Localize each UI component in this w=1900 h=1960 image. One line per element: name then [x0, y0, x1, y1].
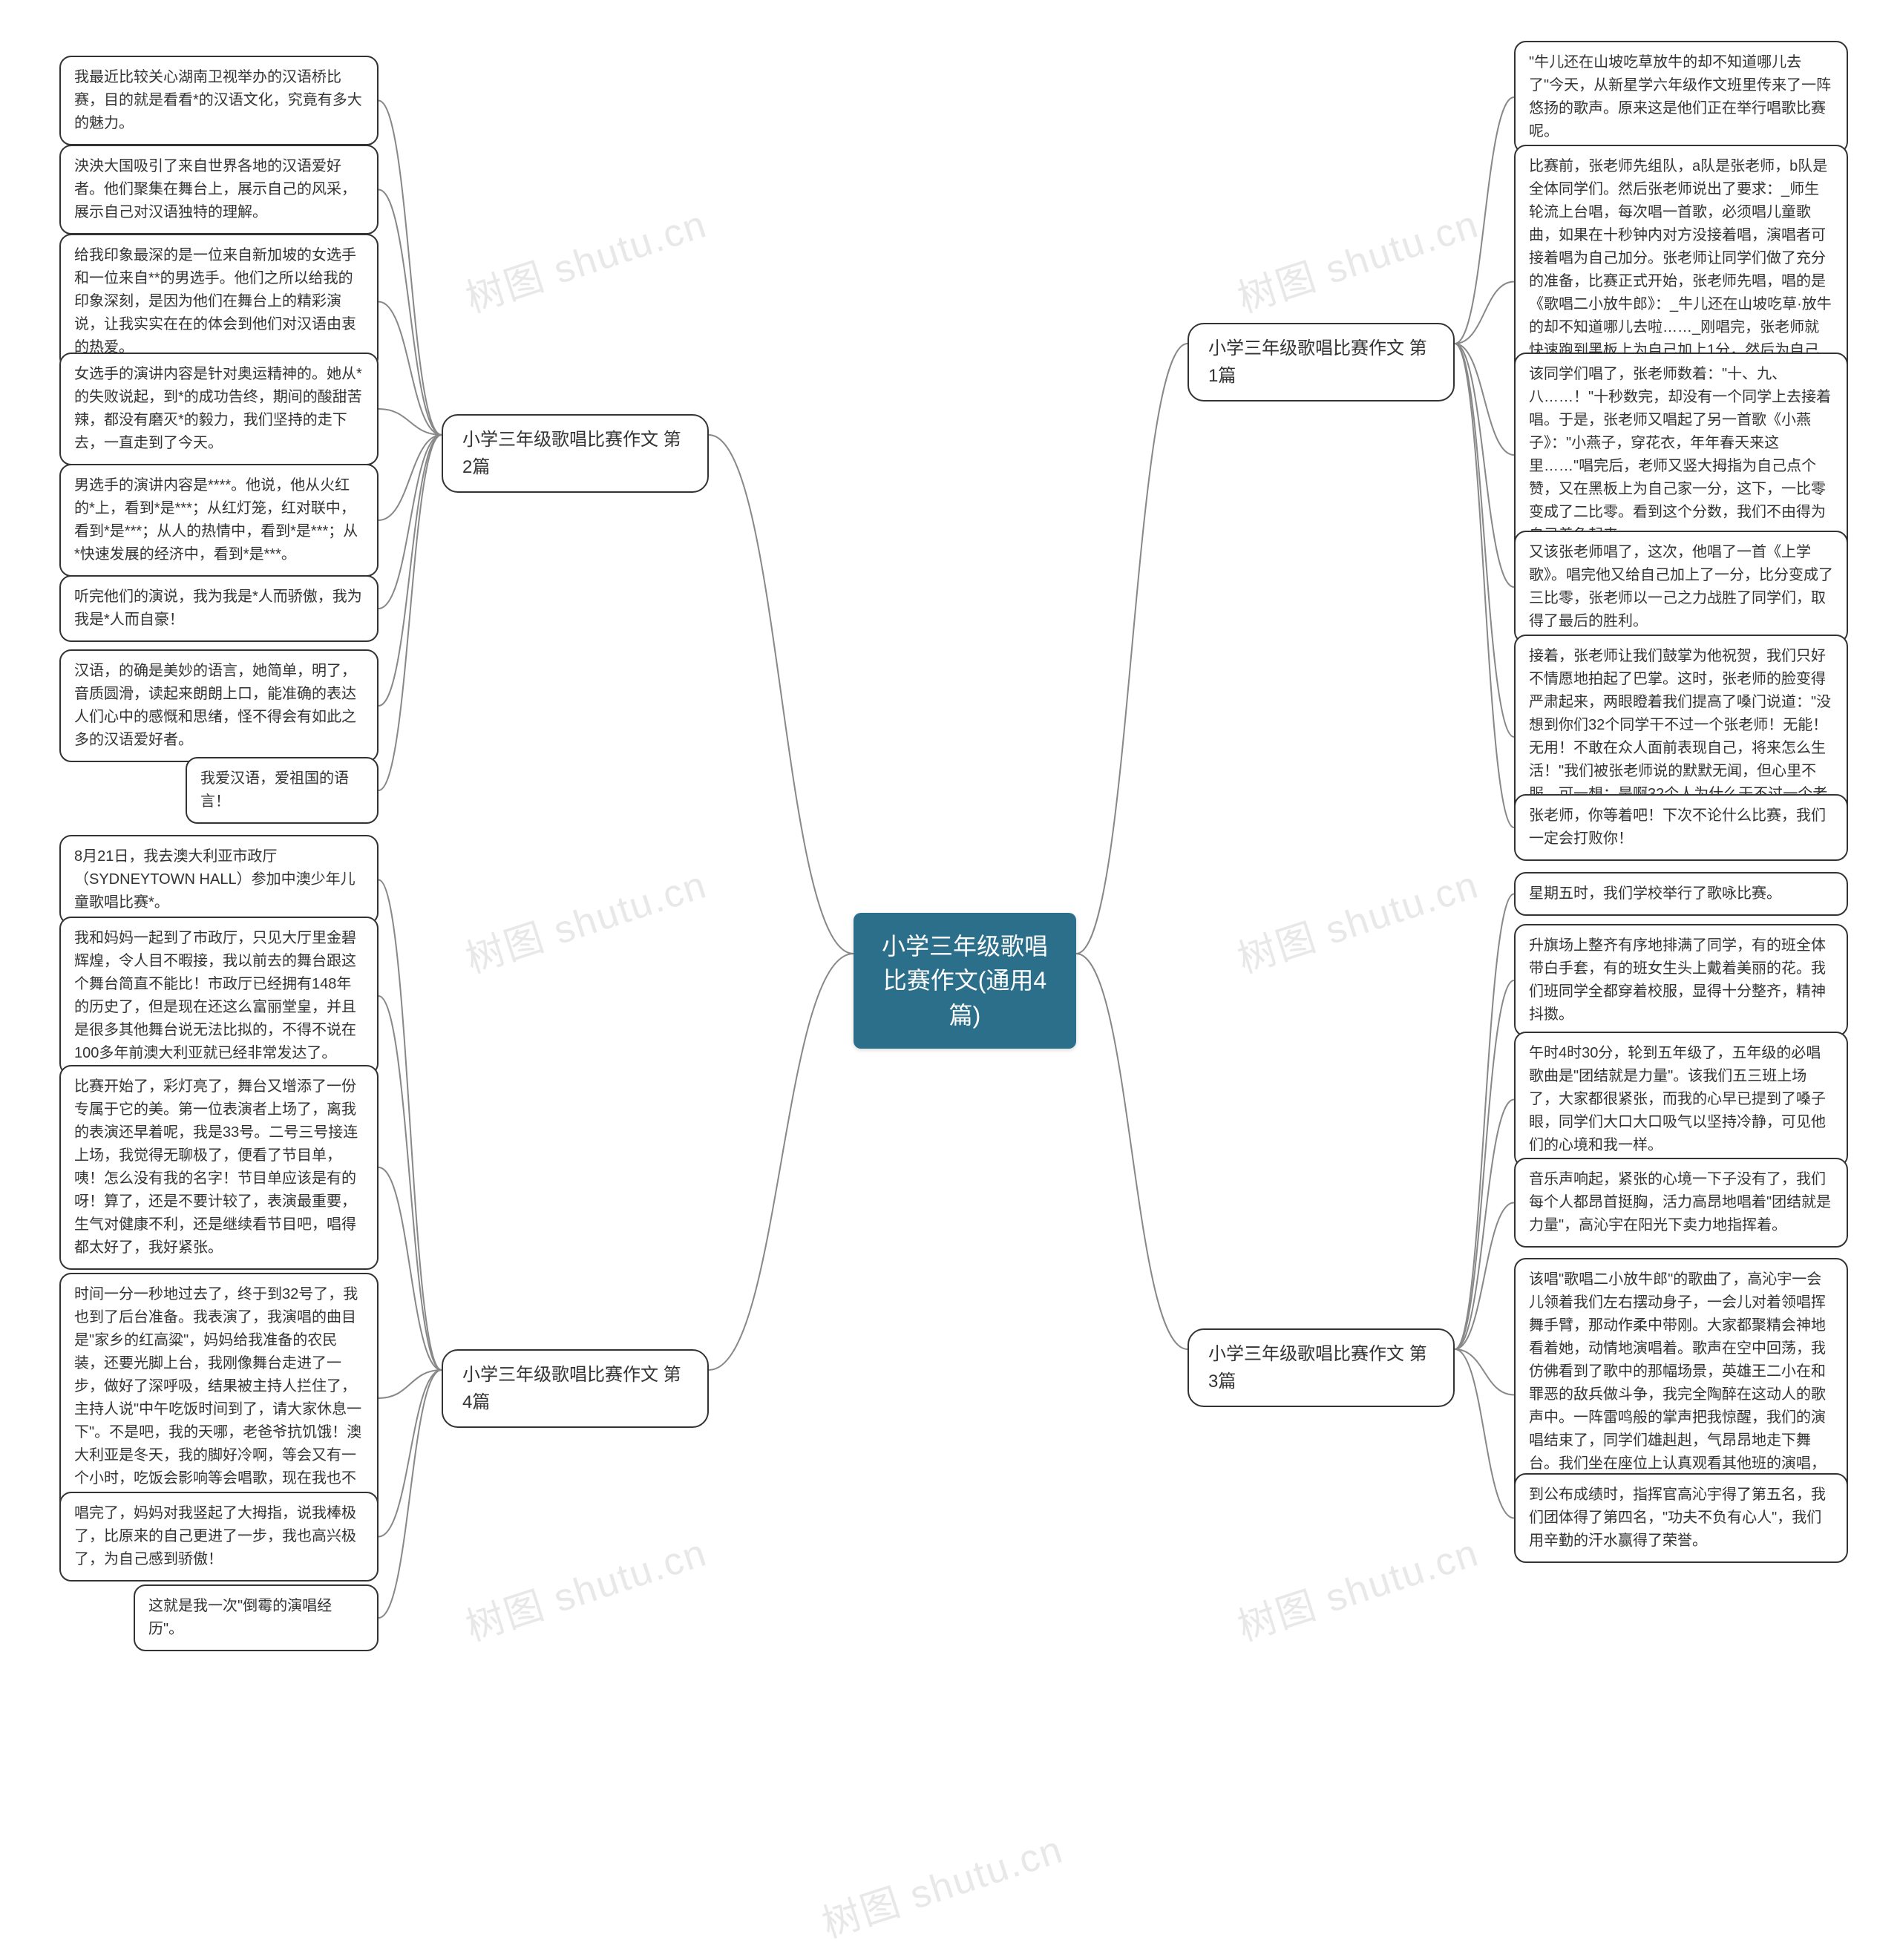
watermark: 树图 shutu.cn — [1230, 853, 1485, 983]
leaf-b4-5: 这就是我一次"倒霉的演唱经历"。 — [134, 1584, 379, 1651]
leaf-b1-0: "牛儿还在山坡吃草放牛的却不知道哪儿去了"今天，从新星学六年级作文班里传来了一阵… — [1514, 41, 1848, 154]
center-node: 小学三年级歌唱比赛作文(通用4篇) — [854, 913, 1076, 1049]
watermark: 树图 shutu.cn — [458, 193, 713, 323]
leaf-b4-3: 时间一分一秒地过去了，终于到32号了，我也到了后台准备。我表演了，我演唱的曲目是… — [59, 1273, 379, 1524]
leaf-b3-1: 升旗场上整齐有序地排满了同学，有的班全体带白手套，有的班女生头上戴着美丽的花。我… — [1514, 924, 1848, 1037]
watermark: 树图 shutu.cn — [814, 1818, 1069, 1948]
watermark: 树图 shutu.cn — [458, 1521, 713, 1651]
leaf-b4-2: 比赛开始了，彩灯亮了，舞台又增添了一份专属于它的美。第一位表演者上场了，离我的表… — [59, 1065, 379, 1270]
leaf-b3-0: 星期五时，我们学校举行了歌咏比赛。 — [1514, 872, 1848, 916]
watermark: 树图 shutu.cn — [1230, 193, 1485, 323]
leaf-b3-5: 到公布成绩时，指挥官高沁宇得了第五名，我们团体得了第四名，"功夫不负有心人"，我… — [1514, 1473, 1848, 1563]
leaf-b3-3: 音乐声响起，紧张的心境一下子没有了，我们每个人都昂首挺胸，活力高昂地唱着"团结就… — [1514, 1158, 1848, 1248]
branch-b2: 小学三年级歌唱比赛作文 第2篇 — [442, 414, 709, 493]
leaf-b1-5: 张老师，你等着吧！下次不论什么比赛，我们一定会打败你！ — [1514, 794, 1848, 861]
leaf-b1-2: 该同学们唱了，张老师数着："十、九、八……！"十秒数完，却没有一个同学上去接着唱… — [1514, 353, 1848, 557]
leaf-b2-6: 汉语，的确是美妙的语言，她简单，明了，音质圆滑，读起来朗朗上口，能准确的表达人们… — [59, 649, 379, 762]
branch-b1: 小学三年级歌唱比赛作文 第1篇 — [1188, 323, 1455, 401]
leaf-b2-1: 泱泱大国吸引了来自世界各地的汉语爱好者。他们聚集在舞台上，展示自己的风采，展示自… — [59, 145, 379, 235]
leaf-b2-2: 给我印象最深的是一位来自新加坡的女选手和一位来自**的男选手。他们之所以给我的印… — [59, 234, 379, 370]
leaf-b4-0: 8月21日，我去澳大利亚市政厅（SYDNEYTOWN HALL）参加中澳少年儿童… — [59, 835, 379, 925]
leaf-b2-0: 我最近比较关心湖南卫视举办的汉语桥比赛，目的就是看看*的汉语文化，究竟有多大的魅… — [59, 56, 379, 145]
branch-b4: 小学三年级歌唱比赛作文 第4篇 — [442, 1349, 709, 1428]
leaf-b4-1: 我和妈妈一起到了市政厅，只见大厅里金碧辉煌，令人目不暇接，我以前去的舞台跟这个舞… — [59, 917, 379, 1075]
leaf-b3-2: 午时4时30分，轮到五年级了，五年级的必唱歌曲是"团结就是力量"。该我们五三班上… — [1514, 1032, 1848, 1167]
watermark: 树图 shutu.cn — [1230, 1521, 1485, 1651]
leaf-b1-3: 又该张老师唱了，这次，他唱了一首《上学歌》。唱完他又给自己加上了一分，比分变成了… — [1514, 531, 1848, 643]
leaf-b2-7: 我爱汉语，爱祖国的语言！ — [186, 757, 379, 824]
leaf-b2-5: 听完他们的演说，我为我是*人而骄傲，我为我是*人而自豪！ — [59, 575, 379, 642]
watermark: 树图 shutu.cn — [458, 853, 713, 983]
leaf-b2-4: 男选手的演讲内容是****。他说，他从火红的*上，看到*是***；从红灯笼，红对… — [59, 464, 379, 577]
leaf-b4-4: 唱完了，妈妈对我竖起了大拇指，说我棒极了，比原来的自己更进了一步，我也高兴极了，… — [59, 1492, 379, 1582]
branch-b3: 小学三年级歌唱比赛作文 第3篇 — [1188, 1328, 1455, 1407]
leaf-b2-3: 女选手的演讲内容是针对奥运精神的。她从*的失败说起，到*的成功告终，期间的酸甜苦… — [59, 353, 379, 465]
